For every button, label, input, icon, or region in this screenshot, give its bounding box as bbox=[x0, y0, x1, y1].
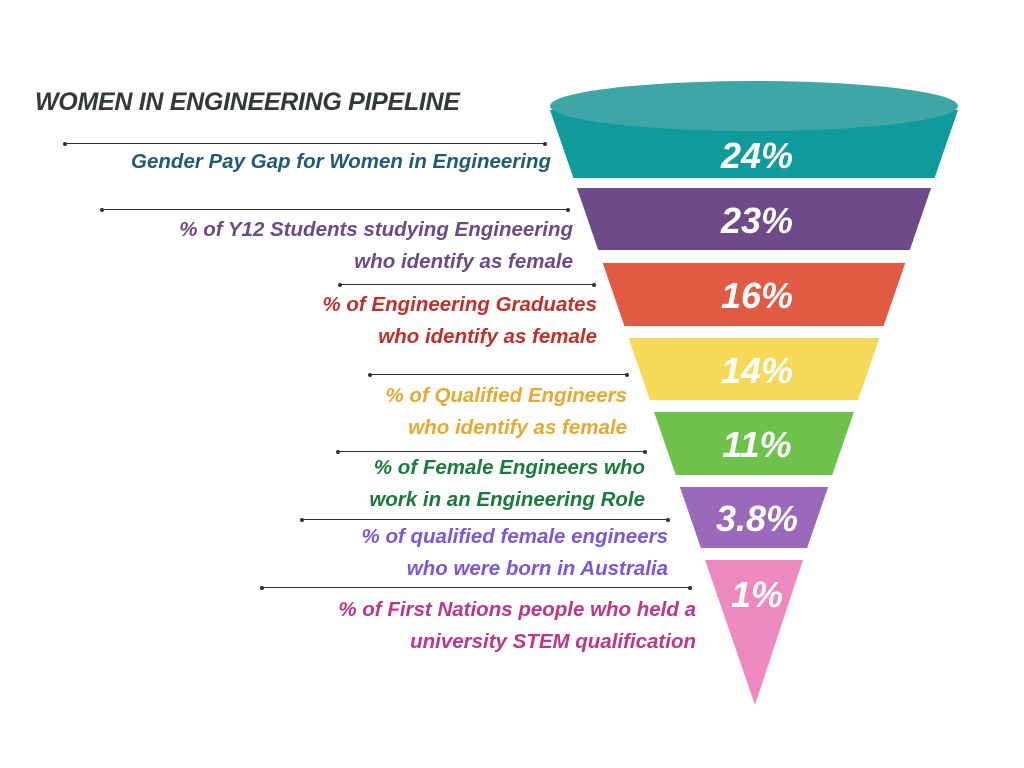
leader-line bbox=[300, 517, 670, 522]
stage-label-line: Gender Pay Gap for Women in Engineering bbox=[131, 150, 551, 173]
stage-value: 23% bbox=[720, 200, 794, 241]
funnel-segment bbox=[628, 338, 880, 400]
stage-value: 3.8% bbox=[715, 498, 799, 539]
leader-line bbox=[63, 141, 547, 146]
funnel-segment bbox=[654, 412, 854, 475]
stage-label-line: % of Female Engineers who bbox=[373, 456, 645, 479]
stage-label-line: who identify as female bbox=[354, 250, 573, 273]
stage-value: 16% bbox=[720, 275, 794, 316]
funnel-segment bbox=[705, 560, 803, 705]
leader-line bbox=[338, 282, 596, 287]
stage-label-line: who were born in Australia bbox=[406, 557, 668, 580]
infographic-title: WOMEN IN ENGINEERING PIPELINE bbox=[35, 88, 460, 116]
stage-label-line: who identify as female bbox=[378, 325, 597, 348]
funnel-segment bbox=[576, 188, 932, 250]
stage-label-line: university STEM qualification bbox=[410, 630, 696, 653]
stage-label: Gender Pay Gap for Women in Engineering bbox=[131, 146, 551, 178]
stage-label-line: % of qualified female engineers bbox=[361, 525, 668, 548]
leader-line bbox=[336, 449, 647, 454]
stage-label-line: % of Y12 Students studying Engineering bbox=[179, 218, 573, 241]
stage-label: % of Qualified Engineers who identify as … bbox=[386, 380, 628, 444]
stage-label: % of Y12 Students studying Engineering wh… bbox=[179, 214, 573, 278]
stage-label: % of qualified female engineers who were … bbox=[362, 521, 668, 585]
funnel-top-rim bbox=[550, 81, 958, 131]
stage-label-line: % of Qualified Engineers bbox=[385, 384, 628, 407]
leader-line bbox=[260, 585, 692, 590]
stage-label-line: % of First Nations people who held a bbox=[338, 598, 696, 621]
stage-value: 14% bbox=[720, 350, 794, 391]
stage-value: 1% bbox=[730, 574, 784, 615]
stage-label: % of First Nations people who held a univ… bbox=[338, 594, 696, 658]
funnel-segment bbox=[602, 263, 906, 326]
funnel-segment bbox=[679, 487, 829, 548]
leader-line bbox=[368, 372, 629, 377]
stage-value: 11% bbox=[722, 424, 792, 465]
leader-line bbox=[100, 207, 570, 212]
stage-label: % of Female Engineers who work in an Engi… bbox=[369, 452, 645, 516]
stage-label-line: % of Engineering Graduates bbox=[322, 293, 597, 316]
stage-label-line: work in an Engineering Role bbox=[369, 488, 645, 511]
stage-value: 24% bbox=[720, 135, 794, 176]
stage-label: % of Engineering Graduates who identify a… bbox=[322, 289, 597, 353]
stage-label-line: who identify as female bbox=[408, 416, 627, 439]
